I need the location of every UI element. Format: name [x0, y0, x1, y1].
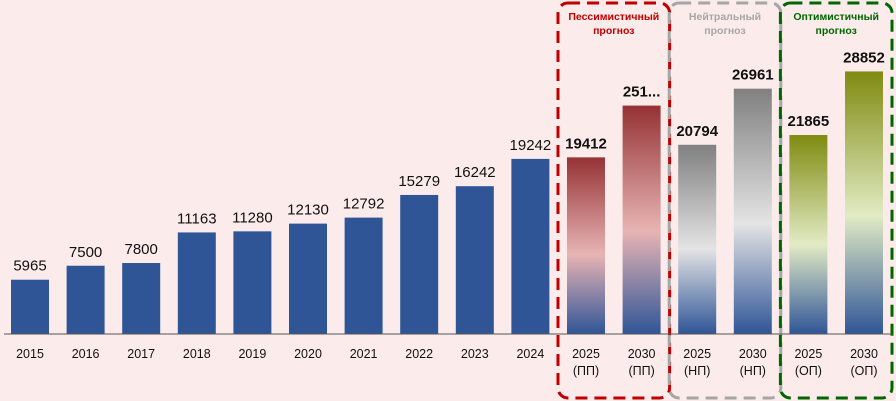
category-label: 2024 — [516, 347, 544, 361]
category-label: 2018 — [183, 347, 211, 361]
bar-2025-(ОП) — [789, 135, 828, 334]
category-label: 2021 — [350, 347, 378, 361]
value-label: 19412 — [565, 135, 607, 152]
value-label: 251... — [623, 84, 661, 101]
bars-group — [11, 71, 883, 334]
value-label: 26961 — [732, 67, 774, 84]
category-label: 2030 — [628, 347, 656, 361]
scenario-boxes — [556, 1, 894, 400]
category-label: (ПП) — [573, 364, 599, 378]
bar-2030-(ОП) — [845, 71, 883, 334]
category-label: (НП) — [684, 364, 710, 378]
value-label: 12130 — [287, 202, 329, 219]
category-label: 2015 — [16, 347, 44, 361]
bar-2021 — [344, 217, 383, 334]
scenario-title-opt: Оптимистичный — [793, 11, 879, 23]
value-label: 11163 — [177, 210, 217, 227]
bar-2030-(НП) — [733, 88, 772, 334]
category-label: (ОП) — [795, 364, 822, 378]
bar-2019 — [233, 231, 272, 334]
bar-2025-(НП) — [678, 144, 717, 334]
category-label: 2023 — [461, 347, 489, 361]
value-label: 21865 — [788, 113, 830, 130]
category-label: (НП) — [740, 364, 766, 378]
scenario-title-neut: Нейтральный — [689, 11, 761, 23]
bar-2030-(ПП) — [622, 105, 661, 334]
bar-2018 — [177, 232, 216, 334]
bar-2016 — [66, 265, 105, 334]
scenario-box-pess — [556, 1, 672, 400]
bar-2025-(ПП) — [567, 157, 605, 334]
value-label: 7800 — [125, 241, 158, 258]
scenario-subtitle-neut: прогноз — [704, 25, 745, 37]
bar-2024 — [511, 158, 550, 334]
scenario-title-pess: Пессимистичный — [568, 11, 659, 23]
category-label: 2025 — [683, 347, 711, 361]
value-label: 19242 — [510, 137, 552, 154]
category-label: 2017 — [127, 347, 155, 361]
scenario-box-neut — [667, 1, 783, 400]
scenario-subtitle-opt: прогноз — [816, 25, 857, 37]
scenario-box-opt — [778, 1, 894, 400]
bar-2015 — [11, 279, 49, 334]
category-label: (ПП) — [628, 364, 654, 378]
bar-2023 — [455, 186, 494, 334]
category-label: 2025 — [794, 347, 822, 361]
value-label: 20794 — [676, 123, 718, 140]
labels-group: Пессимистичный прогноз Нейтральный прогноз О… — [13, 11, 885, 378]
category-label: 2020 — [294, 347, 322, 361]
category-label: (ОП) — [850, 364, 877, 378]
value-label: 15279 — [398, 173, 440, 190]
value-label: 16242 — [454, 164, 496, 181]
value-label: 5965 — [13, 258, 46, 275]
category-label: 2016 — [72, 347, 100, 361]
scenario-subtitle-pess: прогноз — [593, 25, 634, 37]
value-label: 7500 — [69, 244, 102, 261]
value-label: 12792 — [343, 196, 385, 213]
category-label: 2019 — [238, 347, 266, 361]
category-label: 2030 — [739, 347, 767, 361]
bar-2020 — [289, 223, 327, 334]
bar-2017 — [122, 263, 161, 334]
value-label: 28852 — [843, 49, 885, 66]
bar-2022 — [400, 194, 439, 334]
category-label: 2030 — [850, 347, 878, 361]
value-label: 11280 — [232, 209, 273, 226]
category-label: 2025 — [572, 347, 600, 361]
category-label: 2022 — [405, 347, 433, 361]
